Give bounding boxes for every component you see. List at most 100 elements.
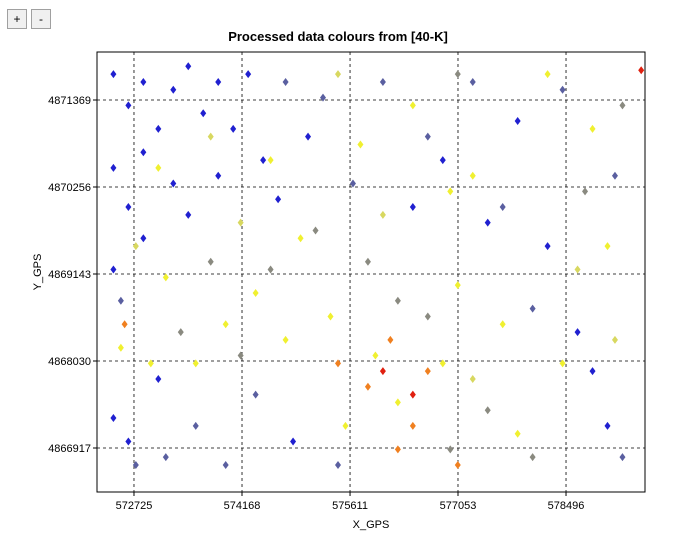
data-point: [245, 70, 252, 79]
y-tick-label: 4866917: [48, 443, 91, 455]
data-point: [334, 460, 341, 469]
data-point: [177, 328, 184, 337]
data-point: [192, 421, 199, 430]
data-point: [110, 265, 117, 274]
data-point: [215, 77, 222, 86]
data-point: [192, 359, 199, 368]
data-point: [155, 374, 162, 383]
y-tick-label: 4870256: [48, 182, 91, 194]
data-point: [185, 62, 192, 71]
data-point: [117, 343, 124, 352]
data-point: [514, 117, 521, 126]
data-point: [230, 124, 237, 133]
data-point: [237, 351, 244, 360]
data-point: [372, 351, 379, 360]
data-point: [132, 460, 139, 469]
data-point: [379, 367, 386, 376]
data-point: [589, 124, 596, 133]
data-point: [424, 367, 431, 376]
data-point: [484, 218, 491, 227]
zoom-out-button[interactable]: -: [31, 9, 51, 29]
plot-frame: [96, 51, 646, 493]
data-point: [222, 320, 229, 329]
data-point: [454, 70, 461, 79]
data-point: [125, 203, 132, 212]
data-point: [320, 93, 327, 102]
data-point: [140, 234, 147, 243]
data-point: [619, 101, 626, 110]
zoom-in-button[interactable]: +: [7, 9, 27, 29]
data-point: [312, 226, 319, 235]
data-point: [469, 77, 476, 86]
data-point: [170, 85, 177, 94]
data-point: [499, 203, 506, 212]
data-point: [611, 335, 618, 344]
data-point: [125, 437, 132, 446]
data-point: [125, 101, 132, 110]
data-point: [207, 132, 214, 141]
data-point: [147, 359, 154, 368]
data-point: [282, 335, 289, 344]
data-point: [574, 328, 581, 337]
y-tick-label: 4871369: [48, 95, 91, 107]
y-axis-label: Y_GPS: [32, 254, 44, 291]
data-point: [327, 312, 334, 321]
data-point: [484, 406, 491, 415]
data-point: [559, 359, 566, 368]
data-point: [387, 335, 394, 344]
data-point: [110, 70, 117, 79]
data-point: [611, 171, 618, 180]
data-point: [252, 288, 259, 297]
x-tick-label: 574168: [224, 500, 261, 512]
data-point: [364, 382, 371, 391]
data-point: [409, 421, 416, 430]
data-point: [544, 242, 551, 251]
data-point: [394, 296, 401, 305]
data-point: [574, 265, 581, 274]
data-point: [237, 218, 244, 227]
data-point: [267, 156, 274, 165]
x-tick-label: 575611: [332, 500, 368, 512]
data-point: [589, 367, 596, 376]
data-point: [140, 77, 147, 86]
data-point: [162, 453, 169, 462]
data-point: [559, 85, 566, 94]
data-point: [290, 437, 297, 446]
data-point: [132, 242, 139, 251]
data-point: [282, 77, 289, 86]
data-point: [379, 210, 386, 219]
x-tick-label: 572725: [116, 500, 153, 512]
y-tick-label: 4869143: [48, 269, 91, 281]
data-point: [604, 421, 611, 430]
data-point: [200, 109, 207, 118]
data-point: [297, 234, 304, 243]
data-point: [409, 203, 416, 212]
data-point: [394, 445, 401, 454]
data-point: [305, 132, 312, 141]
data-point: [334, 359, 341, 368]
data-point: [117, 296, 124, 305]
data-point: [424, 132, 431, 141]
x-tick-label: 578496: [548, 500, 585, 512]
y-tick-label: 4868030: [48, 356, 91, 368]
data-point: [364, 257, 371, 266]
data-point: [252, 390, 259, 399]
data-point: [499, 320, 506, 329]
data-point: [267, 265, 274, 274]
data-point: [357, 140, 364, 149]
data-point: [424, 312, 431, 321]
data-point: [162, 273, 169, 282]
data-point: [619, 453, 626, 462]
data-point: [582, 187, 589, 196]
data-point: [447, 445, 454, 454]
data-point: [394, 398, 401, 407]
chart-title: Processed data colours from [40-K]: [228, 29, 448, 44]
data-point: [638, 66, 645, 75]
data-point: [529, 304, 536, 313]
data-point: [454, 460, 461, 469]
data-point: [110, 163, 117, 172]
data-point: [275, 195, 282, 204]
data-point: [110, 414, 117, 423]
